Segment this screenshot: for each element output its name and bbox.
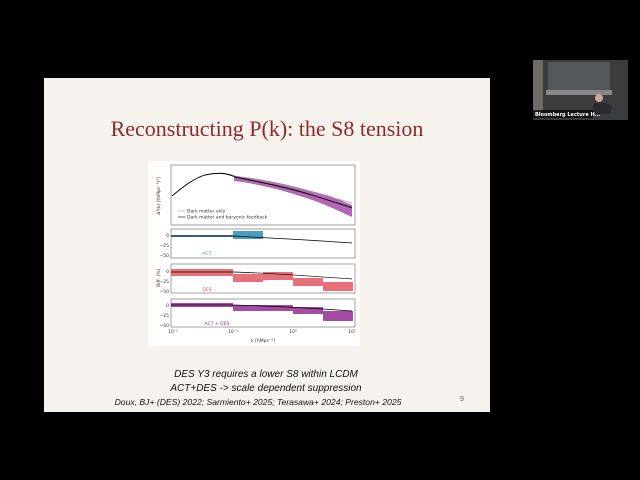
- curve: [171, 235, 353, 244]
- panel-label: ACT + DES: [205, 321, 230, 327]
- band: [233, 274, 263, 282]
- panel-frame: [170, 298, 356, 328]
- panel-frame: [170, 228, 356, 259]
- band: [293, 278, 323, 286]
- legend-entry: Dark matter and baryonic feedback: [187, 215, 268, 221]
- slide-text: Doux, BJ+ (DES) 2022; Sarmiento+ 2025; T…: [115, 397, 402, 407]
- label-bg: [533, 110, 593, 118]
- x-tick-label: 10⁻¹: [228, 329, 238, 335]
- video-label: Bloomberg Lecture H...: [535, 112, 600, 118]
- ledge: [546, 90, 612, 95]
- band: [323, 282, 353, 291]
- curve: [171, 304, 353, 312]
- person-body: [592, 103, 612, 114]
- panel-label: DES: [202, 287, 211, 293]
- band: [171, 269, 233, 276]
- x-tick-label: 10⁻²: [168, 329, 178, 335]
- panel-frame: [170, 263, 356, 294]
- y-tick-label: −50: [160, 253, 170, 259]
- curve: [171, 271, 353, 280]
- curve: [171, 172, 353, 209]
- diff-label: Diff. (%): [156, 269, 162, 288]
- slide-text: DES Y3 requires a lower S8 within LCDM: [174, 369, 358, 380]
- y-tick-label: 0: [166, 269, 169, 275]
- board: [548, 62, 610, 90]
- band: [293, 307, 323, 314]
- y-tick-label: −25: [160, 243, 170, 249]
- y-label: Δ²(k) [(hMpc⁻¹)³]: [156, 177, 162, 215]
- x-tick-label: 10⁰: [289, 329, 297, 335]
- slide-title: Reconstructing P(k): the S8 tension: [111, 116, 424, 141]
- wall: [533, 60, 543, 115]
- panel-frame: [170, 164, 356, 226]
- legend-entry: Dark matter only: [187, 209, 226, 215]
- slide-text: ACT+DES -> scale dependent suppression: [169, 383, 362, 394]
- band: [263, 305, 293, 311]
- band: [263, 272, 293, 280]
- page-number: 9: [460, 396, 464, 403]
- x-label: k [hMpc⁻¹]: [251, 338, 275, 344]
- band: [323, 311, 353, 321]
- y-tick-label: −50: [160, 289, 170, 295]
- y-tick-label: 0: [166, 303, 169, 309]
- y-tick-label: −25: [160, 279, 170, 285]
- band: [233, 231, 263, 239]
- y-tick-label: 0: [166, 233, 169, 239]
- x-tick-label: 10¹: [348, 329, 356, 335]
- person-head: [595, 94, 603, 102]
- video-tile: Bloomberg Lecture H...: [533, 60, 628, 120]
- panel-label: ACT: [203, 251, 212, 257]
- y-tick-label: −50: [160, 323, 170, 329]
- y-tick-label: −25: [160, 313, 170, 319]
- figure: Δ²(k) [(hMpc⁻¹)³] Dark matter only Dark …: [148, 161, 360, 346]
- band: [233, 305, 263, 311]
